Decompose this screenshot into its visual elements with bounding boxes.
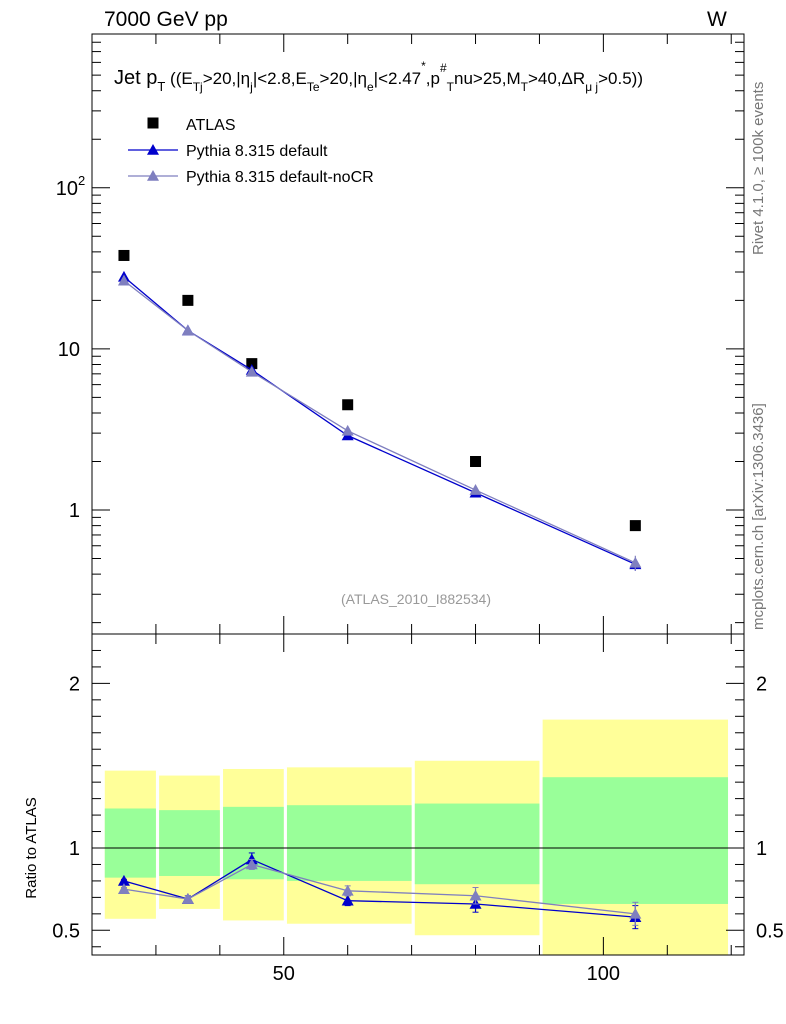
- chart-title-part: T: [447, 80, 455, 94]
- main-point-triangle: [469, 484, 482, 495]
- main-point-triangle: [117, 274, 130, 286]
- chart-title-part: Te: [307, 80, 320, 94]
- ratio-band-inner: [542, 777, 729, 904]
- main-point-square: [629, 520, 641, 532]
- chart-title-part: >0.5)): [598, 69, 643, 88]
- chart-title-part: *: [421, 59, 426, 73]
- ratio-band-inner: [104, 808, 156, 878]
- chart-title-part: >20,|η: [320, 69, 367, 88]
- ratio-y-tick-label: 0.5: [52, 920, 80, 942]
- y-tick-label-exponent: 2: [78, 173, 85, 188]
- chart-title-part: |<2.47: [374, 69, 421, 88]
- legend-marker-nocr: [147, 170, 159, 181]
- main-point-square: [470, 456, 482, 468]
- x-tick-label: 100: [587, 963, 620, 985]
- ratio-y-tick-label: 2: [69, 673, 80, 695]
- ratio-band-inner: [286, 805, 412, 881]
- chart-title-part: ,p: [426, 69, 440, 88]
- chart-title-part: >20,|η: [203, 69, 250, 88]
- chart-title-part: T: [157, 79, 165, 94]
- main-point-square: [246, 358, 258, 370]
- legend-marker-atlas: [147, 117, 159, 129]
- main-point-triangle: [629, 556, 642, 568]
- ratio-point-triangle: [117, 874, 130, 886]
- process-label: W: [707, 8, 727, 31]
- ratio-point-triangle: [469, 889, 482, 901]
- main-point-square: [182, 294, 194, 306]
- y-tick-label: 10: [56, 178, 78, 200]
- chart-title-part: Jet p: [114, 67, 157, 89]
- ratio-y-tick-label-right: 1: [756, 838, 767, 860]
- chart-title: Jet pT ((ETj>20,|ηj|<2.8,ETe>20,|ηe|<2.4…: [114, 59, 643, 94]
- analysis-label: (ATLAS_2010_I882534): [341, 591, 491, 607]
- main-point-square: [342, 399, 354, 411]
- ratio-y-tick-label-right: 0.5: [756, 920, 784, 942]
- ratio-y-axis-label: Ratio to ATLAS: [23, 797, 40, 898]
- x-tick-label: 50: [273, 963, 295, 985]
- ratio-point-triangle: [341, 894, 354, 906]
- chart-title-part: ((E: [165, 69, 192, 88]
- ratio-y-tick-label: 1: [69, 838, 80, 860]
- main-point-square: [118, 249, 130, 261]
- ratio-y-tick-label-right: 2: [756, 673, 767, 695]
- ratio-point-triangle: [245, 858, 258, 870]
- main-point-triangle: [245, 365, 258, 377]
- rivet-label: Rivet 4.1.0, ≥ 100k events: [750, 81, 767, 255]
- chart-title-part: e: [367, 80, 374, 94]
- ratio-point-triangle: [629, 907, 642, 919]
- energy-label: 7000 GeV pp: [104, 8, 228, 31]
- ratio-plot-frame: [91, 633, 745, 956]
- main-series-line: [123, 280, 636, 564]
- chart-title-part: Tj: [193, 80, 203, 94]
- main-point-triangle: [181, 324, 194, 336]
- main-series-line: [123, 276, 636, 565]
- legend-label-nocr: Pythia 8.315 default-noCR: [186, 169, 374, 186]
- ratio-series-line: [123, 858, 636, 918]
- chart-title-part: |<2.8,E: [253, 69, 307, 88]
- ratio-series-line: [123, 863, 636, 915]
- ratio-point-triangle: [181, 893, 194, 904]
- legend-marker-default: [147, 144, 159, 155]
- y-tick-label: 10: [58, 339, 80, 361]
- ratio-point-triangle: [117, 883, 130, 894]
- main-point-triangle: [341, 424, 354, 436]
- ratio-point-triangle: [341, 884, 354, 896]
- chart-title-part: >40,ΔR: [528, 69, 585, 88]
- chart-title-part: nu>25,M: [454, 69, 521, 88]
- chart-title-part: T: [521, 80, 529, 94]
- ratio-band-inner: [414, 803, 540, 885]
- legend-label-atlas: ATLAS: [186, 117, 236, 134]
- mcplots-label: mcplots.cern.ch [arXiv:1306.3436]: [750, 403, 767, 630]
- ratio-band-inner: [159, 810, 220, 876]
- legend-label-default: Pythia 8.315 default: [186, 143, 328, 160]
- y-tick-label: 1: [69, 500, 80, 522]
- chart-title-part: #: [440, 61, 447, 75]
- chart-title-part: j: [249, 80, 253, 94]
- chart-title-part: μ j: [585, 80, 598, 94]
